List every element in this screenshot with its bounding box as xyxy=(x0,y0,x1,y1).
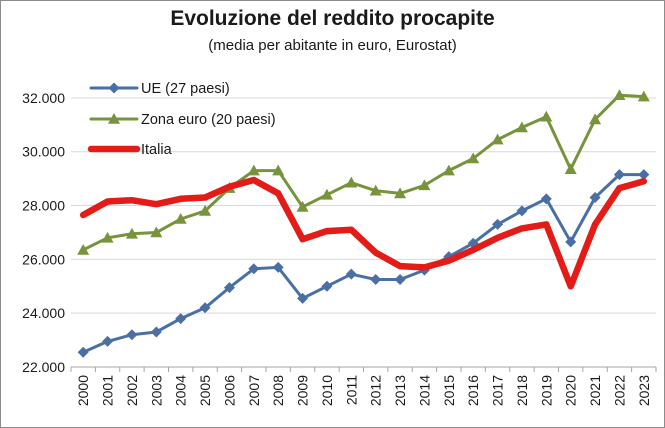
data-point-ue xyxy=(565,236,577,248)
x-tick-label: 2014 xyxy=(416,375,432,406)
x-tick-label: 2011 xyxy=(343,375,359,405)
data-point-ue xyxy=(297,292,309,304)
x-tick-label: 2006 xyxy=(221,375,237,406)
data-point-zona-euro xyxy=(272,164,285,176)
data-point-ue xyxy=(248,263,260,275)
x-tick-label: 2023 xyxy=(636,375,652,406)
data-point-ue xyxy=(370,274,382,286)
data-point-zona-euro xyxy=(418,179,431,191)
data-point-ue xyxy=(150,326,162,338)
x-tick-label: 2013 xyxy=(392,375,408,406)
x-tick-label: 2010 xyxy=(319,375,335,406)
data-point-ue xyxy=(321,280,333,292)
data-point-zona-euro xyxy=(125,227,138,239)
data-point-ue xyxy=(638,169,650,181)
data-point-ue xyxy=(77,346,89,358)
x-tick-label: 2004 xyxy=(173,375,189,406)
y-tick-label: 32.000 xyxy=(22,90,65,106)
data-point-zona-euro xyxy=(491,133,504,145)
data-point-zona-euro xyxy=(320,188,333,200)
y-tick-label: 28.000 xyxy=(22,198,65,214)
x-tick-label: 2007 xyxy=(246,375,262,406)
x-tick-label: 2021 xyxy=(587,375,603,406)
data-point-zona-euro xyxy=(247,164,260,176)
x-tick-label: 2003 xyxy=(148,375,164,406)
data-point-ue xyxy=(394,274,406,286)
data-point-zona-euro xyxy=(637,90,650,102)
x-tick-label: 2008 xyxy=(270,375,286,406)
data-point-ue xyxy=(516,205,528,217)
data-point-ue xyxy=(126,329,138,341)
data-point-ue xyxy=(199,302,211,314)
data-point-zona-euro xyxy=(345,176,358,188)
data-point-zona-euro xyxy=(613,89,626,101)
data-point-zona-euro xyxy=(296,200,309,212)
x-tick-label: 2020 xyxy=(563,375,579,406)
data-point-zona-euro xyxy=(564,163,577,175)
y-tick-label: 26.000 xyxy=(22,251,65,267)
x-tick-label: 2005 xyxy=(197,375,213,406)
data-point-ue xyxy=(272,261,284,273)
x-tick-label: 2018 xyxy=(514,375,530,406)
y-tick-label: 30.000 xyxy=(22,144,65,160)
legend-marker-ue xyxy=(108,82,120,94)
legend-marker-zona-euro xyxy=(108,113,120,124)
data-point-zona-euro xyxy=(467,152,480,164)
data-point-ue xyxy=(492,218,504,230)
series-line-ue xyxy=(81,173,646,354)
data-point-ue xyxy=(175,313,187,325)
legend-label-italia: Italia xyxy=(141,142,173,158)
y-tick-label: 24.000 xyxy=(22,305,65,321)
data-point-zona-euro xyxy=(394,187,407,199)
data-point-zona-euro xyxy=(442,164,455,176)
chart-title: Evoluzione del reddito procapite xyxy=(170,7,495,30)
data-point-zona-euro xyxy=(150,226,163,238)
data-point-zona-euro xyxy=(199,204,212,216)
x-tick-label: 2012 xyxy=(368,375,384,406)
x-tick-label: 2015 xyxy=(441,375,457,406)
x-tick-label: 2017 xyxy=(490,375,506,406)
x-tick-label: 2001 xyxy=(100,375,116,406)
data-point-zona-euro xyxy=(77,243,90,255)
data-point-ue xyxy=(102,335,114,347)
y-tick-label: 22.000 xyxy=(22,359,65,375)
data-point-zona-euro xyxy=(540,110,553,122)
data-point-zona-euro xyxy=(174,213,187,224)
data-point-zona-euro xyxy=(369,184,382,196)
data-point-zona-euro xyxy=(589,113,602,125)
legend-label-ue: UE (27 paesi) xyxy=(141,81,230,97)
data-point-ue xyxy=(613,169,625,181)
x-tick-label: 2022 xyxy=(611,375,627,406)
x-tick-label: 2009 xyxy=(295,375,311,406)
data-point-ue xyxy=(345,268,357,280)
data-point-zona-euro xyxy=(515,121,528,133)
x-tick-label: 2002 xyxy=(124,375,140,406)
data-point-ue xyxy=(540,193,552,205)
x-tick-label: 2000 xyxy=(75,375,91,406)
data-point-zona-euro xyxy=(101,231,114,243)
chart-subtitle: (media per abitante in euro, Eurostat) xyxy=(208,37,457,54)
x-tick-label: 2016 xyxy=(465,375,481,406)
series-line-italia xyxy=(79,176,648,290)
data-point-ue xyxy=(589,191,601,203)
data-point-ue xyxy=(223,282,235,294)
x-tick-label: 2019 xyxy=(538,375,554,406)
legend-label-zona-euro: Zona euro (20 paesi) xyxy=(141,112,276,128)
